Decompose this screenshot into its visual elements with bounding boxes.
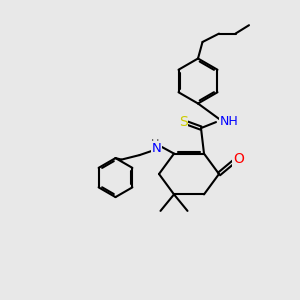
Text: N: N bbox=[152, 142, 161, 155]
Text: O: O bbox=[233, 152, 244, 166]
Text: S: S bbox=[178, 115, 188, 129]
Text: H: H bbox=[151, 139, 159, 149]
Text: NH: NH bbox=[220, 115, 238, 128]
